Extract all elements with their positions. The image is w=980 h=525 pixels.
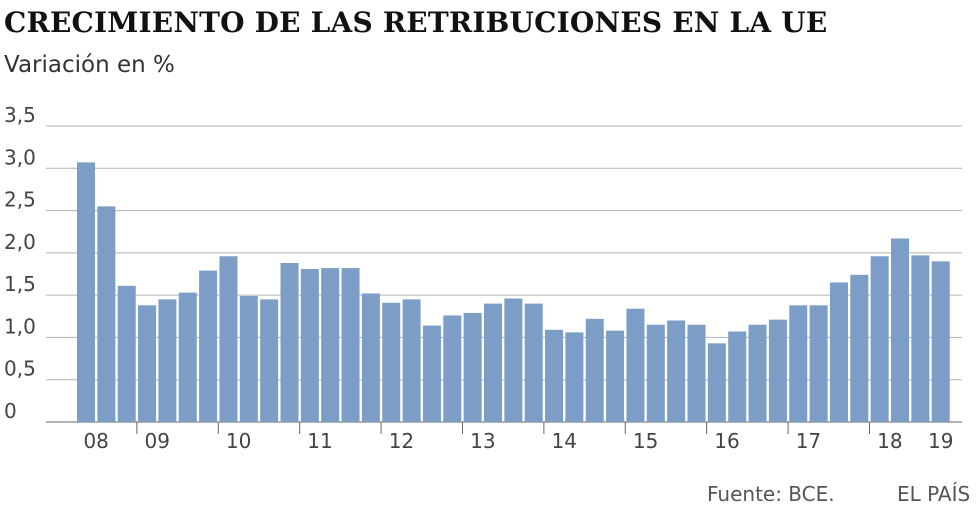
bar bbox=[870, 256, 889, 422]
bar bbox=[606, 330, 625, 422]
x-tick-label: 16 bbox=[714, 429, 739, 453]
bar bbox=[463, 312, 482, 422]
bar bbox=[158, 299, 177, 422]
bar bbox=[199, 270, 218, 422]
bar bbox=[178, 292, 197, 422]
bar bbox=[321, 268, 340, 422]
bar bbox=[280, 263, 299, 422]
y-tick-label: 1,0 bbox=[4, 314, 36, 338]
y-tick-label: 3,5 bbox=[4, 103, 36, 127]
bar bbox=[341, 268, 360, 422]
x-tick-label: 11 bbox=[307, 429, 332, 453]
y-tick-label: 1,5 bbox=[4, 272, 36, 296]
x-tick-label: 14 bbox=[551, 429, 576, 453]
x-tick-label: 13 bbox=[470, 429, 495, 453]
bar bbox=[545, 329, 564, 422]
bar bbox=[707, 343, 726, 422]
bar bbox=[646, 324, 665, 422]
bar bbox=[77, 162, 95, 422]
publisher-brand: EL PAÍS bbox=[897, 482, 971, 506]
bar bbox=[117, 285, 136, 422]
bar bbox=[382, 302, 401, 422]
bar bbox=[422, 325, 441, 422]
bar bbox=[891, 238, 909, 422]
bar bbox=[443, 315, 462, 422]
bar bbox=[728, 331, 747, 422]
bar bbox=[97, 206, 116, 422]
bar bbox=[931, 261, 950, 422]
bar bbox=[829, 282, 848, 422]
bar bbox=[219, 256, 238, 422]
bar bbox=[789, 305, 808, 422]
bar-chart: 0 0,5 1,0 1,5 2,0 2,5 3,0 3,5 08 09 10 11 12 13 14 15 16… bbox=[4, 103, 962, 453]
bar bbox=[239, 295, 258, 422]
bar bbox=[402, 299, 421, 422]
bar bbox=[524, 303, 543, 422]
bar bbox=[809, 305, 828, 422]
bar bbox=[768, 319, 787, 422]
bar bbox=[626, 308, 645, 422]
bar bbox=[667, 320, 686, 422]
bar bbox=[300, 268, 319, 422]
bar bbox=[850, 274, 869, 422]
source-note: Fuente: BCE. bbox=[707, 482, 835, 506]
chart-title: CRECIMIENTO DE LAS RETRIBUCIONES EN LA U… bbox=[4, 6, 828, 39]
bar bbox=[585, 318, 604, 422]
x-tick-label: 09 bbox=[144, 429, 169, 453]
bar bbox=[687, 324, 706, 422]
bar bbox=[748, 324, 767, 422]
bar bbox=[911, 255, 930, 422]
bar bbox=[484, 303, 502, 422]
x-tick-label: 08 bbox=[83, 429, 108, 453]
y-tick-label: 2,0 bbox=[4, 230, 36, 254]
bar bbox=[361, 293, 380, 422]
y-tick-label: 3,0 bbox=[4, 145, 36, 169]
x-tick-label: 12 bbox=[389, 429, 414, 453]
bar bbox=[565, 332, 584, 422]
x-tick-label: 18 bbox=[877, 429, 902, 453]
y-tick-label: 2,5 bbox=[4, 188, 36, 212]
chart-subtitle: Variación en % bbox=[4, 52, 175, 78]
y-tick-label: 0,5 bbox=[4, 357, 36, 381]
y-tick-label: 0 bbox=[4, 399, 17, 423]
bar bbox=[138, 305, 157, 422]
bar bbox=[260, 299, 279, 422]
x-tick-label: 19 bbox=[928, 429, 953, 453]
x-tick-label: 15 bbox=[633, 429, 658, 453]
x-tick-label: 17 bbox=[796, 429, 821, 453]
bar bbox=[504, 298, 523, 422]
x-tick-label: 10 bbox=[226, 429, 251, 453]
